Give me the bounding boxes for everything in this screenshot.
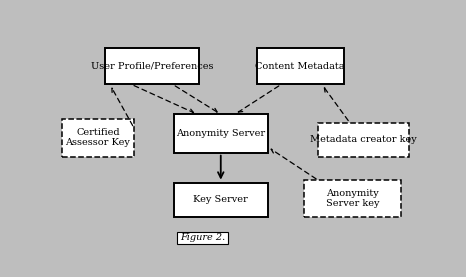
Text: Content Metadata: Content Metadata [255,62,345,71]
FancyBboxPatch shape [174,183,268,217]
Text: Figure 2.: Figure 2. [180,234,226,242]
Text: Metadata creator key: Metadata creator key [310,135,417,144]
FancyBboxPatch shape [257,48,343,84]
Text: Anonymity
Server key: Anonymity Server key [326,189,379,208]
FancyBboxPatch shape [318,123,409,157]
FancyBboxPatch shape [105,48,199,84]
FancyBboxPatch shape [304,180,401,217]
Text: User Profile/Preferences: User Profile/Preferences [91,62,213,71]
FancyBboxPatch shape [62,119,134,157]
Text: Key Server: Key Server [193,195,248,204]
FancyBboxPatch shape [178,232,228,244]
FancyBboxPatch shape [174,114,268,153]
Text: Certified
Assessor Key: Certified Assessor Key [66,128,130,147]
Text: Anonymity Server: Anonymity Server [176,129,265,138]
